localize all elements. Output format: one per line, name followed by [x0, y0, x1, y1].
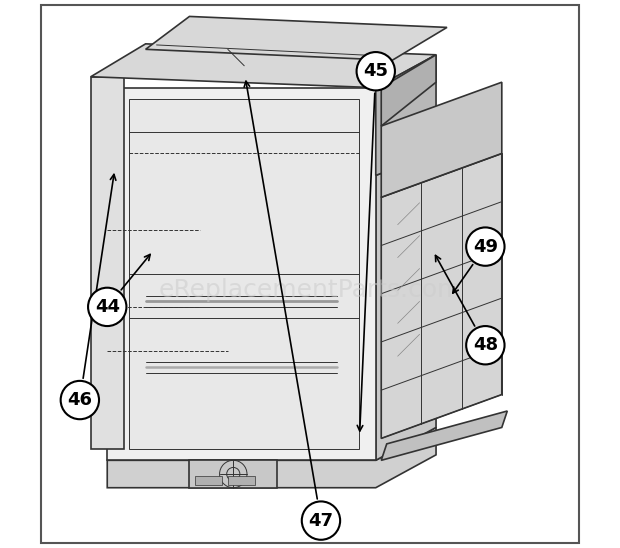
Polygon shape: [381, 82, 502, 197]
Text: 48: 48: [473, 336, 498, 354]
Text: 44: 44: [95, 298, 120, 316]
Polygon shape: [376, 153, 436, 460]
Polygon shape: [381, 153, 502, 438]
Circle shape: [466, 326, 505, 364]
Circle shape: [466, 227, 505, 266]
Polygon shape: [381, 55, 436, 126]
Polygon shape: [376, 55, 436, 175]
Polygon shape: [129, 99, 360, 449]
Circle shape: [61, 381, 99, 419]
Circle shape: [302, 501, 340, 540]
Polygon shape: [107, 427, 436, 488]
Polygon shape: [146, 16, 447, 60]
Text: 49: 49: [473, 238, 498, 255]
Text: 47: 47: [309, 512, 334, 529]
Circle shape: [356, 52, 395, 90]
Polygon shape: [195, 476, 223, 485]
Text: 46: 46: [68, 391, 92, 409]
Polygon shape: [381, 411, 507, 460]
Polygon shape: [91, 77, 123, 449]
Polygon shape: [190, 460, 277, 488]
Polygon shape: [107, 88, 376, 460]
Polygon shape: [91, 44, 436, 88]
Circle shape: [88, 288, 126, 326]
Polygon shape: [228, 476, 255, 485]
Text: 45: 45: [363, 62, 388, 80]
Text: eReplacementParts.com: eReplacementParts.com: [158, 278, 462, 302]
